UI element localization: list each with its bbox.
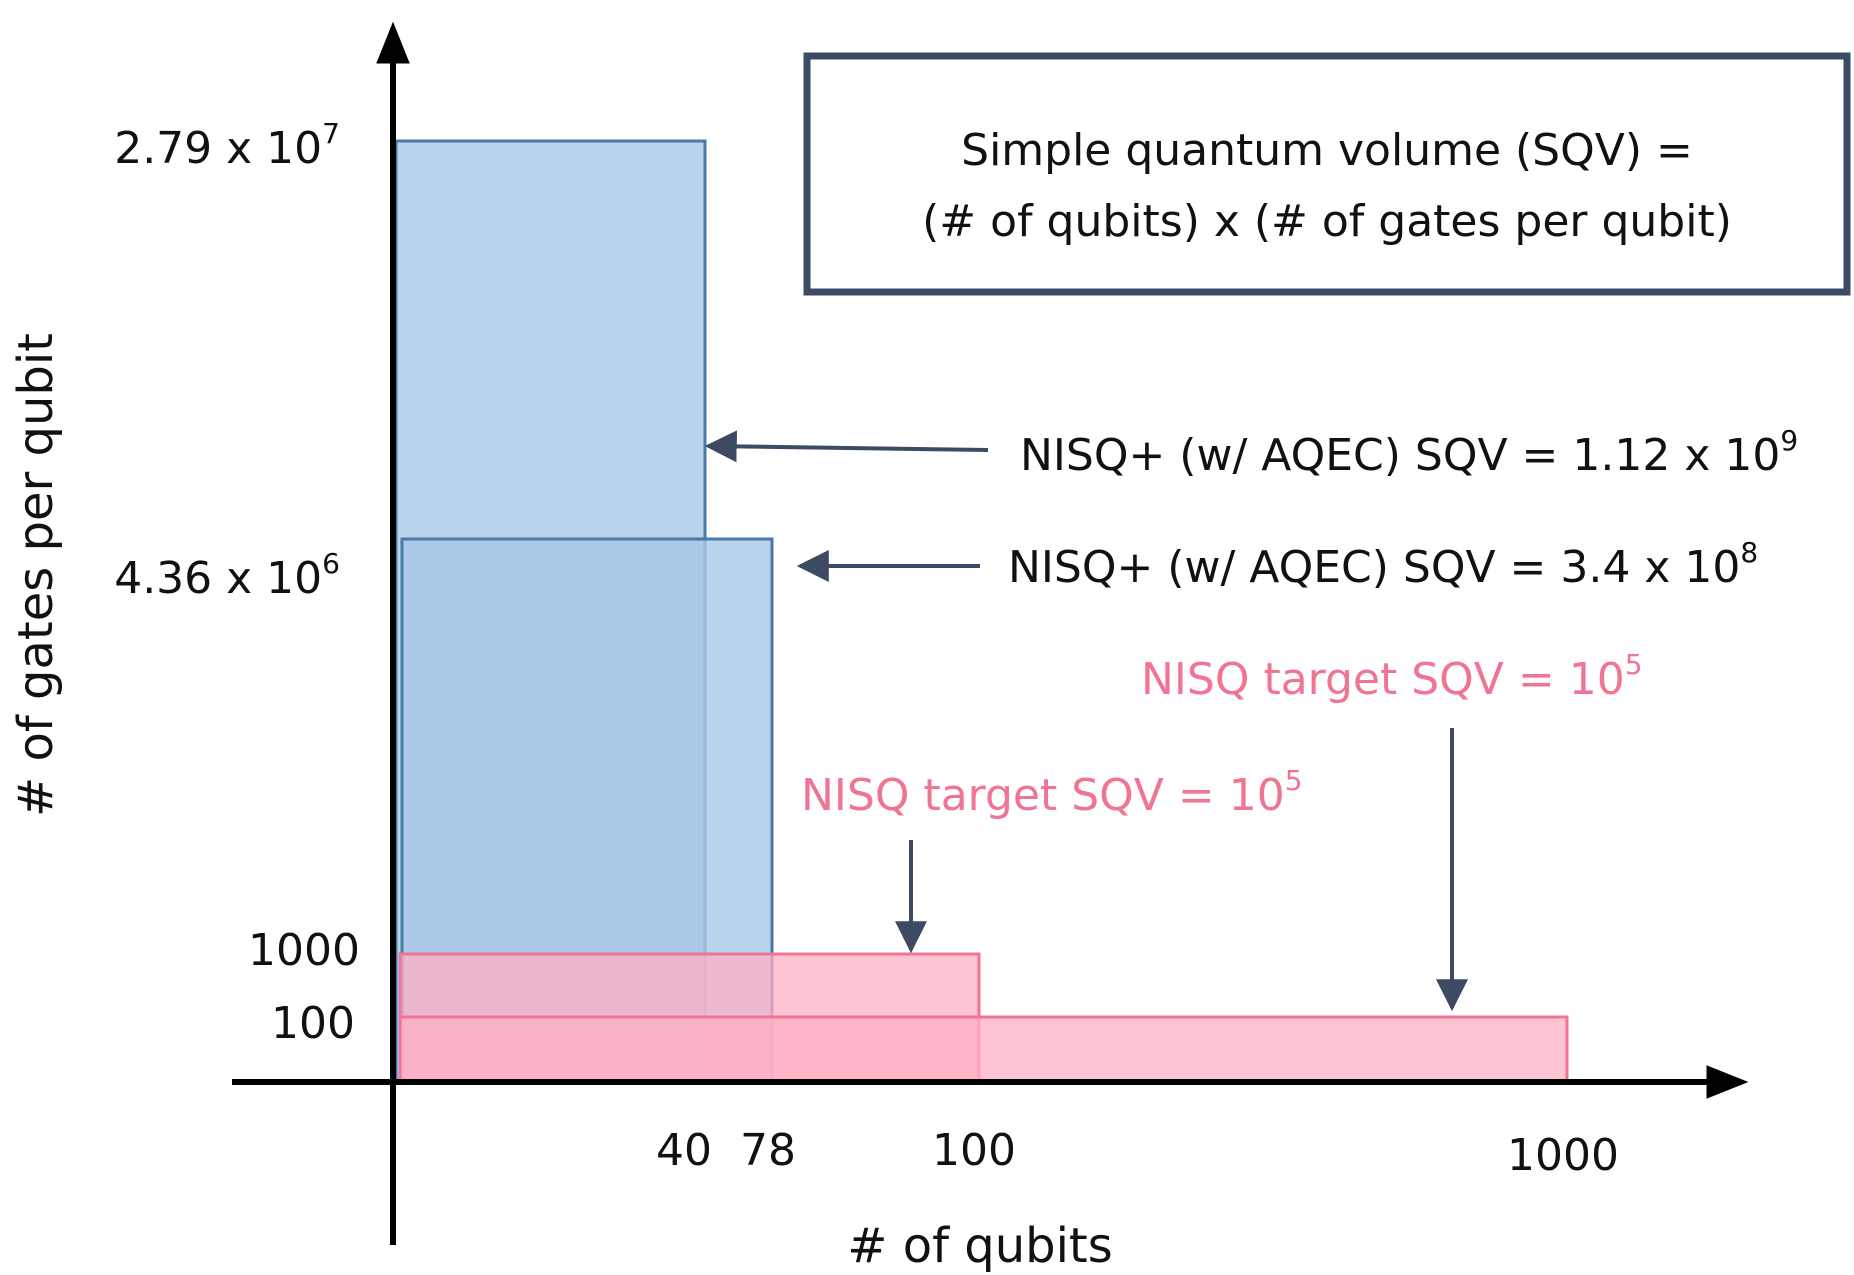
rect-nisq-target-1000	[398, 1015, 1569, 1083]
annotation-nisq-target-1000-qubits: NISQ target SQV = 105	[1141, 648, 1643, 705]
formula-line-2: (# of qubits) x (# of gates per qubit)	[922, 196, 1732, 247]
y-tick-2-79e7: 2.79 x 107	[114, 117, 340, 174]
y-tick-labels: 2.79 x 107 4.36 x 106 1000 100	[114, 117, 360, 1049]
annotation-arrows	[704, 430, 1468, 1012]
y-tick-1000: 1000	[248, 925, 360, 976]
y-tick-4-36e6: 4.36 x 106	[114, 547, 340, 604]
x-tick-labels: 40 78 100 1000	[656, 1125, 1619, 1181]
sqv-rectangles	[394, 139, 1569, 1084]
x-axis-label: # of qubits	[847, 1218, 1113, 1274]
formula-line-1: Simple quantum volume (SQV) =	[961, 125, 1693, 176]
x-tick-40: 40	[656, 1125, 712, 1176]
y-tick-100: 100	[271, 998, 355, 1049]
annotation-nisq-target-100-qubits: NISQ target SQV = 105	[801, 764, 1303, 821]
x-tick-100: 100	[932, 1125, 1016, 1176]
x-tick-1000: 1000	[1507, 1130, 1619, 1181]
axes	[232, 21, 1749, 1245]
annotation-nisq-plus-1-12e9: NISQ+ (w/ AQEC) SQV = 1.12 x 109	[1020, 424, 1798, 481]
annotations: NISQ+ (w/ AQEC) SQV = 1.12 x 109 NISQ+ (…	[801, 424, 1798, 821]
y-axis-label: # of gates per qubit	[8, 333, 64, 817]
annotation-nisq-plus-3-4e8: NISQ+ (w/ AQEC) SQV = 3.4 x 108	[1008, 536, 1758, 593]
formula-box: Simple quantum volume (SQV) = (# of qubi…	[803, 52, 1851, 296]
arrow-to-1-12e9	[704, 430, 989, 463]
x-tick-78: 78	[740, 1125, 796, 1176]
